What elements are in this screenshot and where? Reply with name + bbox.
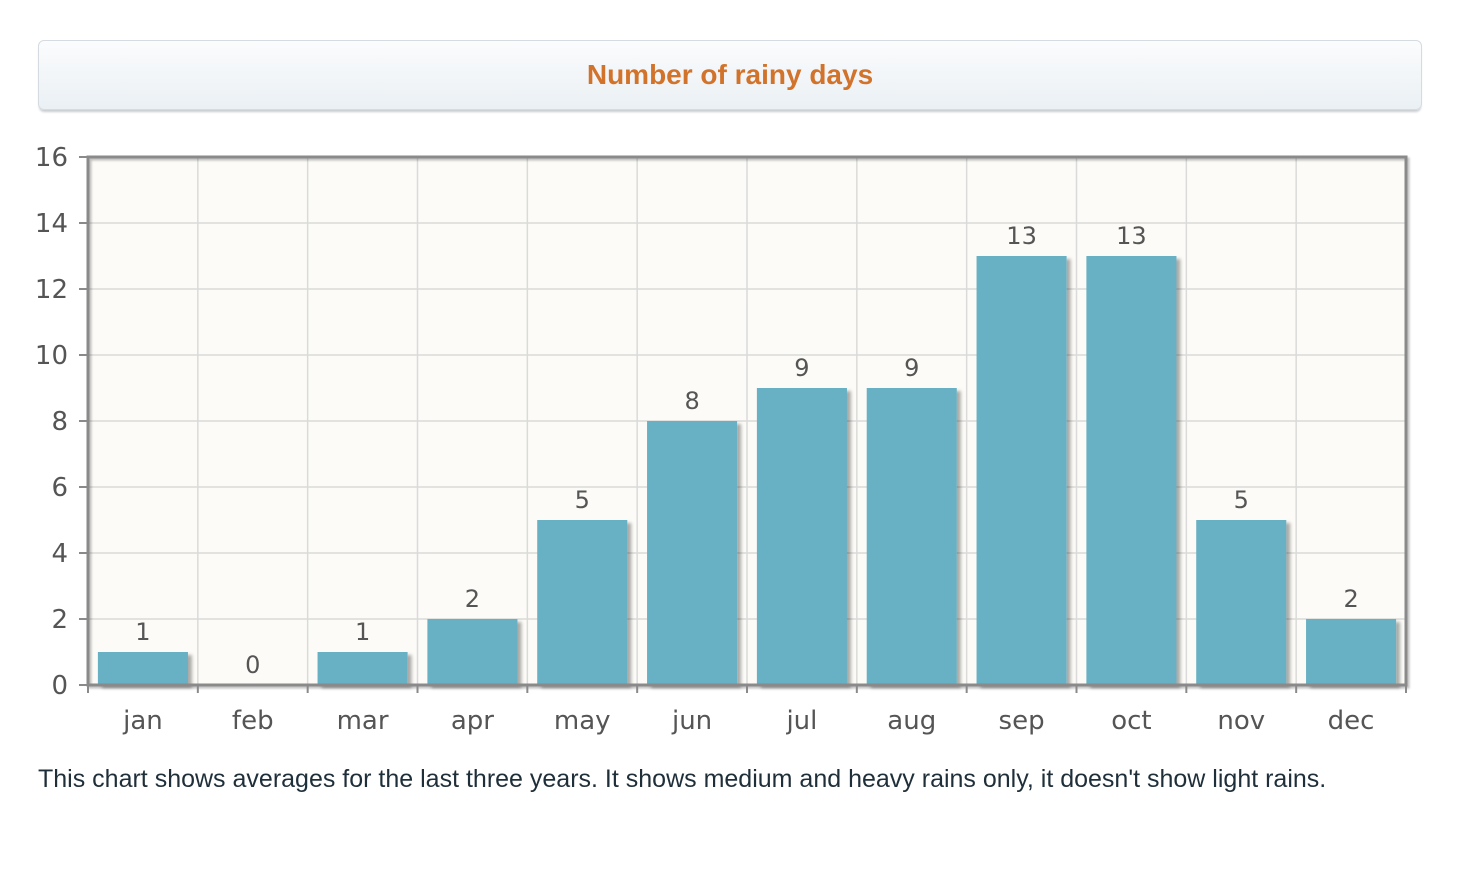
value-label-nov: 5 bbox=[1234, 486, 1249, 514]
x-tick-label-jan: jan bbox=[122, 706, 163, 736]
x-tick-label-jul: jul bbox=[785, 706, 817, 736]
value-label-aug: 9 bbox=[904, 354, 919, 382]
value-label-may: 5 bbox=[575, 486, 590, 514]
axis-ticks bbox=[79, 156, 1407, 693]
x-tick-label-feb: feb bbox=[232, 706, 274, 736]
x-tick-label-jun: jun bbox=[671, 706, 712, 736]
value-label-dec: 2 bbox=[1343, 585, 1358, 613]
bars-group bbox=[97, 256, 1397, 685]
x-tick-label-may: may bbox=[554, 706, 611, 736]
y-tick-label-10: 10 bbox=[35, 341, 68, 371]
value-label-jun: 8 bbox=[684, 387, 699, 415]
x-tick-label-nov: nov bbox=[1217, 706, 1265, 736]
chart-title: Number of rainy days bbox=[586, 59, 874, 90]
value-label-apr: 2 bbox=[465, 585, 480, 613]
y-tick-label-0: 0 bbox=[51, 671, 68, 701]
bar-nov[interactable] bbox=[1196, 520, 1287, 685]
bar-apr[interactable] bbox=[427, 619, 518, 685]
x-tick-label-dec: dec bbox=[1328, 706, 1375, 736]
x-tick-label-oct: oct bbox=[1111, 706, 1151, 736]
y-tick-label-2: 2 bbox=[51, 605, 68, 635]
bar-sep[interactable] bbox=[976, 256, 1067, 685]
value-label-sep: 13 bbox=[1006, 222, 1037, 250]
y-tick-label-6: 6 bbox=[51, 473, 68, 503]
x-tick-label-apr: apr bbox=[451, 706, 494, 736]
bar-mar[interactable] bbox=[317, 652, 408, 685]
y-tick-label-8: 8 bbox=[51, 407, 68, 437]
x-tick-label-sep: sep bbox=[999, 706, 1045, 736]
y-tick-label-16: 16 bbox=[35, 143, 68, 173]
bar-oct[interactable] bbox=[1086, 256, 1177, 685]
value-label-jul: 9 bbox=[794, 354, 809, 382]
y-tick-label-4: 4 bbox=[51, 539, 68, 569]
bar-aug[interactable] bbox=[866, 388, 957, 685]
bar-jul[interactable] bbox=[756, 388, 847, 685]
y-tick-label-14: 14 bbox=[35, 209, 68, 239]
rainy-days-chart: 0 2 4 6 8 10 12 14 16 jan feb mar apr may jun jul aug se… bbox=[0, 130, 1464, 750]
x-axis-labels: jan feb mar apr may jun jul aug sep oct nov dec bbox=[122, 706, 1374, 736]
bar-jan[interactable] bbox=[97, 652, 188, 685]
data-labels: 1 0 1 2 5 8 9 9 13 13 5 2 bbox=[135, 222, 1358, 679]
x-tick-label-aug: aug bbox=[887, 706, 936, 736]
value-label-mar: 1 bbox=[355, 618, 370, 646]
chart-footnote: This chart shows averages for the last t… bbox=[38, 765, 1327, 793]
value-label-jan: 1 bbox=[135, 618, 150, 646]
value-label-feb: 0 bbox=[245, 651, 260, 679]
value-label-oct: 13 bbox=[1116, 222, 1147, 250]
x-tick-label-mar: mar bbox=[337, 706, 389, 736]
bar-may[interactable] bbox=[537, 520, 628, 685]
y-tick-label-12: 12 bbox=[35, 275, 68, 305]
bar-jun[interactable] bbox=[647, 421, 738, 685]
y-axis-labels: 0 2 4 6 8 10 12 14 16 bbox=[35, 143, 68, 701]
bar-dec[interactable] bbox=[1306, 619, 1397, 685]
chart-title-panel: Number of rainy days bbox=[38, 40, 1422, 110]
